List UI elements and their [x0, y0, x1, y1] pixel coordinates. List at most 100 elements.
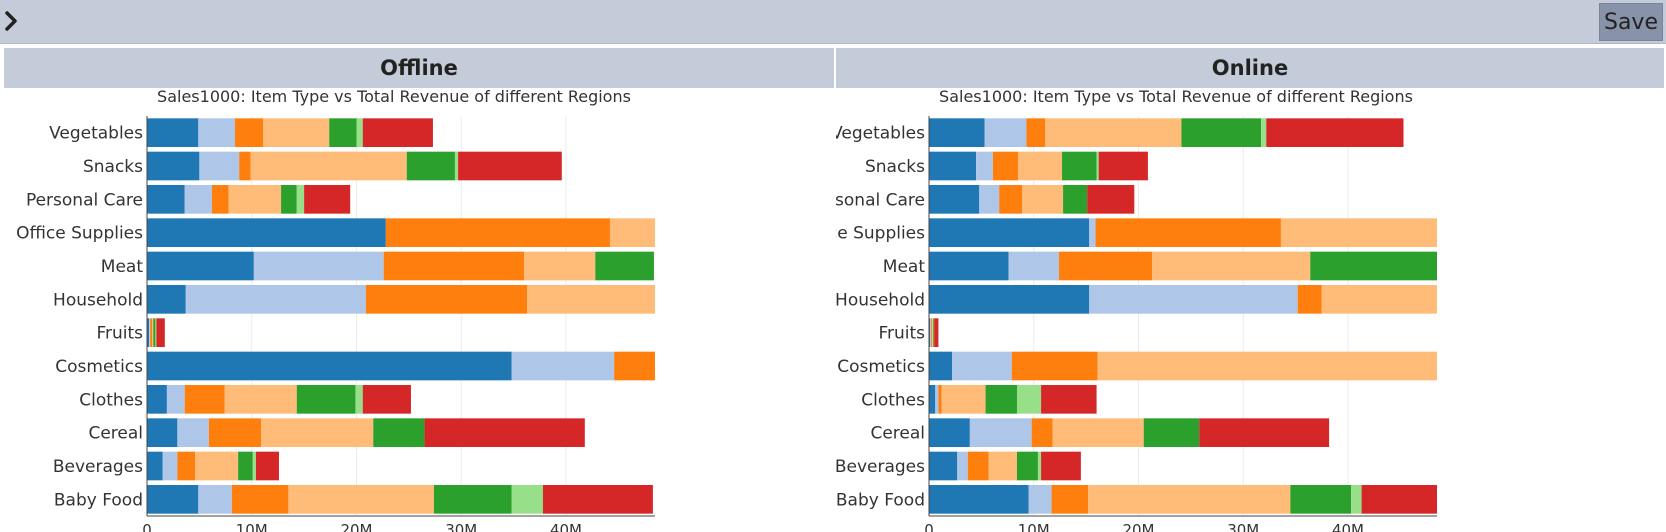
- bar-clothes-segment-6[interactable]: [362, 385, 411, 414]
- bar-household-segment-3[interactable]: [527, 285, 691, 314]
- bar-snacks-segment-2[interactable]: [992, 151, 1019, 181]
- bar-beverages-segment-3[interactable]: [195, 451, 239, 481]
- bar-baby-food-segment-4[interactable]: [1290, 485, 1352, 514]
- bar-meat-segment-3[interactable]: [1152, 251, 1311, 281]
- bar-personal-care-segment-4[interactable]: [1063, 185, 1088, 214]
- bar-vegetables-segment-3[interactable]: [1045, 118, 1182, 147]
- bar-snacks-segment-0[interactable]: [929, 151, 977, 181]
- bar-beverages-segment-3[interactable]: [988, 451, 1017, 481]
- bar-office-supplies-segment-1[interactable]: [1089, 218, 1096, 247]
- save-button[interactable]: Save: [1599, 3, 1663, 41]
- bar-snacks-segment-5[interactable]: [454, 151, 459, 181]
- bar-cereal-segment-4[interactable]: [1143, 418, 1200, 447]
- bar-snacks-segment-5[interactable]: [1096, 151, 1099, 181]
- bar-fruits-segment-0[interactable]: [929, 318, 931, 347]
- bar-clothes-segment-0[interactable]: [147, 385, 167, 414]
- bar-cosmetics-segment-0[interactable]: [929, 351, 953, 381]
- bar-clothes-segment-0[interactable]: [929, 385, 936, 414]
- bar-personal-care-segment-3[interactable]: [228, 185, 282, 214]
- bar-cereal-segment-4[interactable]: [373, 418, 425, 447]
- bar-personal-care-segment-0[interactable]: [147, 185, 185, 214]
- bar-vegetables-segment-6[interactable]: [362, 118, 433, 147]
- bar-vegetables-segment-5[interactable]: [1261, 118, 1267, 147]
- bar-baby-food-segment-3[interactable]: [1088, 485, 1291, 514]
- bar-office-supplies-segment-0[interactable]: [929, 218, 1090, 247]
- bar-fruits-segment-6[interactable]: [156, 318, 165, 347]
- bar-snacks-segment-3[interactable]: [250, 151, 407, 181]
- bar-beverages-segment-0[interactable]: [929, 451, 958, 481]
- bar-fruits-segment-4[interactable]: [933, 318, 935, 347]
- bar-beverages-segment-2[interactable]: [967, 451, 989, 481]
- bar-clothes-segment-2[interactable]: [184, 385, 225, 414]
- bar-beverages-segment-4[interactable]: [238, 451, 253, 481]
- bar-meat-segment-3[interactable]: [524, 251, 596, 281]
- bar-clothes-segment-4[interactable]: [296, 385, 356, 414]
- bar-baby-food-segment-3[interactable]: [288, 485, 434, 514]
- bar-vegetables-segment-1[interactable]: [198, 118, 235, 147]
- bar-meat-segment-2[interactable]: [383, 251, 525, 281]
- bar-cosmetics-segment-2[interactable]: [1011, 351, 1098, 381]
- bar-fruits-segment-4[interactable]: [153, 318, 156, 347]
- bar-beverages-segment-0[interactable]: [147, 451, 163, 481]
- bar-personal-care-segment-6[interactable]: [1087, 185, 1135, 214]
- bar-snacks-segment-3[interactable]: [1018, 151, 1063, 181]
- bar-household-segment-2[interactable]: [365, 285, 528, 314]
- bar-clothes-segment-5[interactable]: [355, 385, 363, 414]
- bar-fruits-segment-1[interactable]: [930, 318, 932, 347]
- bar-fruits-segment-5[interactable]: [155, 318, 157, 347]
- bar-clothes-segment-5[interactable]: [1016, 385, 1042, 414]
- bar-baby-food-segment-4[interactable]: [433, 485, 512, 514]
- bar-office-supplies-segment-2[interactable]: [385, 218, 610, 247]
- bar-baby-food-segment-6[interactable]: [1361, 485, 1440, 514]
- chevron-right-icon[interactable]: [3, 8, 19, 34]
- bar-baby-food-segment-0[interactable]: [929, 485, 1029, 514]
- bar-personal-care-segment-2[interactable]: [211, 185, 229, 214]
- bar-office-supplies-segment-3[interactable]: [609, 218, 656, 247]
- bar-clothes-segment-1[interactable]: [935, 385, 939, 414]
- bar-fruits-segment-1[interactable]: [149, 318, 151, 347]
- bar-fruits-segment-3[interactable]: [152, 318, 154, 347]
- bar-vegetables-segment-5[interactable]: [356, 118, 363, 147]
- bar-vegetables-segment-6[interactable]: [1266, 118, 1404, 147]
- bar-vegetables-segment-4[interactable]: [329, 118, 357, 147]
- bar-personal-care-segment-1[interactable]: [184, 185, 212, 214]
- bar-vegetables-segment-2[interactable]: [234, 118, 264, 147]
- bar-fruits-segment-2[interactable]: [150, 318, 153, 347]
- bar-clothes-segment-3[interactable]: [941, 385, 986, 414]
- bar-clothes-segment-1[interactable]: [166, 385, 185, 414]
- bar-snacks-segment-4[interactable]: [406, 151, 455, 181]
- bar-cereal-segment-1[interactable]: [969, 418, 1032, 447]
- bar-vegetables-segment-1[interactable]: [984, 118, 1027, 147]
- bar-office-supplies-segment-3[interactable]: [1280, 218, 1437, 247]
- bar-personal-care-segment-2[interactable]: [999, 185, 1023, 214]
- bar-vegetables-segment-0[interactable]: [147, 118, 199, 147]
- bar-household-segment-0[interactable]: [929, 285, 1090, 314]
- bar-meat-segment-4[interactable]: [1310, 251, 1437, 281]
- bar-fruits-segment-3[interactable]: [932, 318, 934, 347]
- bar-cosmetics-segment-2[interactable]: [614, 351, 655, 381]
- bar-beverages-segment-5[interactable]: [1037, 451, 1042, 481]
- bar-vegetables-segment-0[interactable]: [929, 118, 985, 147]
- bar-beverages-segment-2[interactable]: [177, 451, 196, 481]
- bar-cosmetics-segment-1[interactable]: [511, 351, 615, 381]
- bar-household-segment-1[interactable]: [185, 285, 366, 314]
- bar-beverages-segment-1[interactable]: [162, 451, 178, 481]
- bar-beverages-segment-5[interactable]: [252, 451, 256, 481]
- bar-household-segment-0[interactable]: [147, 285, 186, 314]
- bar-personal-care-segment-6[interactable]: [304, 185, 351, 214]
- bar-beverages-segment-1[interactable]: [957, 451, 968, 481]
- bar-baby-food-segment-1[interactable]: [1028, 485, 1052, 514]
- bar-snacks-segment-1[interactable]: [199, 151, 240, 181]
- bar-cereal-segment-6[interactable]: [424, 418, 585, 447]
- bar-baby-food-segment-5[interactable]: [1351, 485, 1362, 514]
- bar-office-supplies-segment-0[interactable]: [147, 218, 386, 247]
- bar-meat-segment-4[interactable]: [595, 251, 654, 281]
- bar-baby-food-segment-1[interactable]: [198, 485, 232, 514]
- bar-baby-food-segment-0[interactable]: [147, 485, 199, 514]
- bar-beverages-segment-6[interactable]: [1041, 451, 1081, 481]
- bar-meat-segment-2[interactable]: [1058, 251, 1153, 281]
- bar-beverages-segment-6[interactable]: [255, 451, 279, 481]
- bar-cereal-segment-2[interactable]: [208, 418, 262, 447]
- bar-beverages-segment-4[interactable]: [1016, 451, 1038, 481]
- bar-snacks-segment-6[interactable]: [1098, 151, 1148, 181]
